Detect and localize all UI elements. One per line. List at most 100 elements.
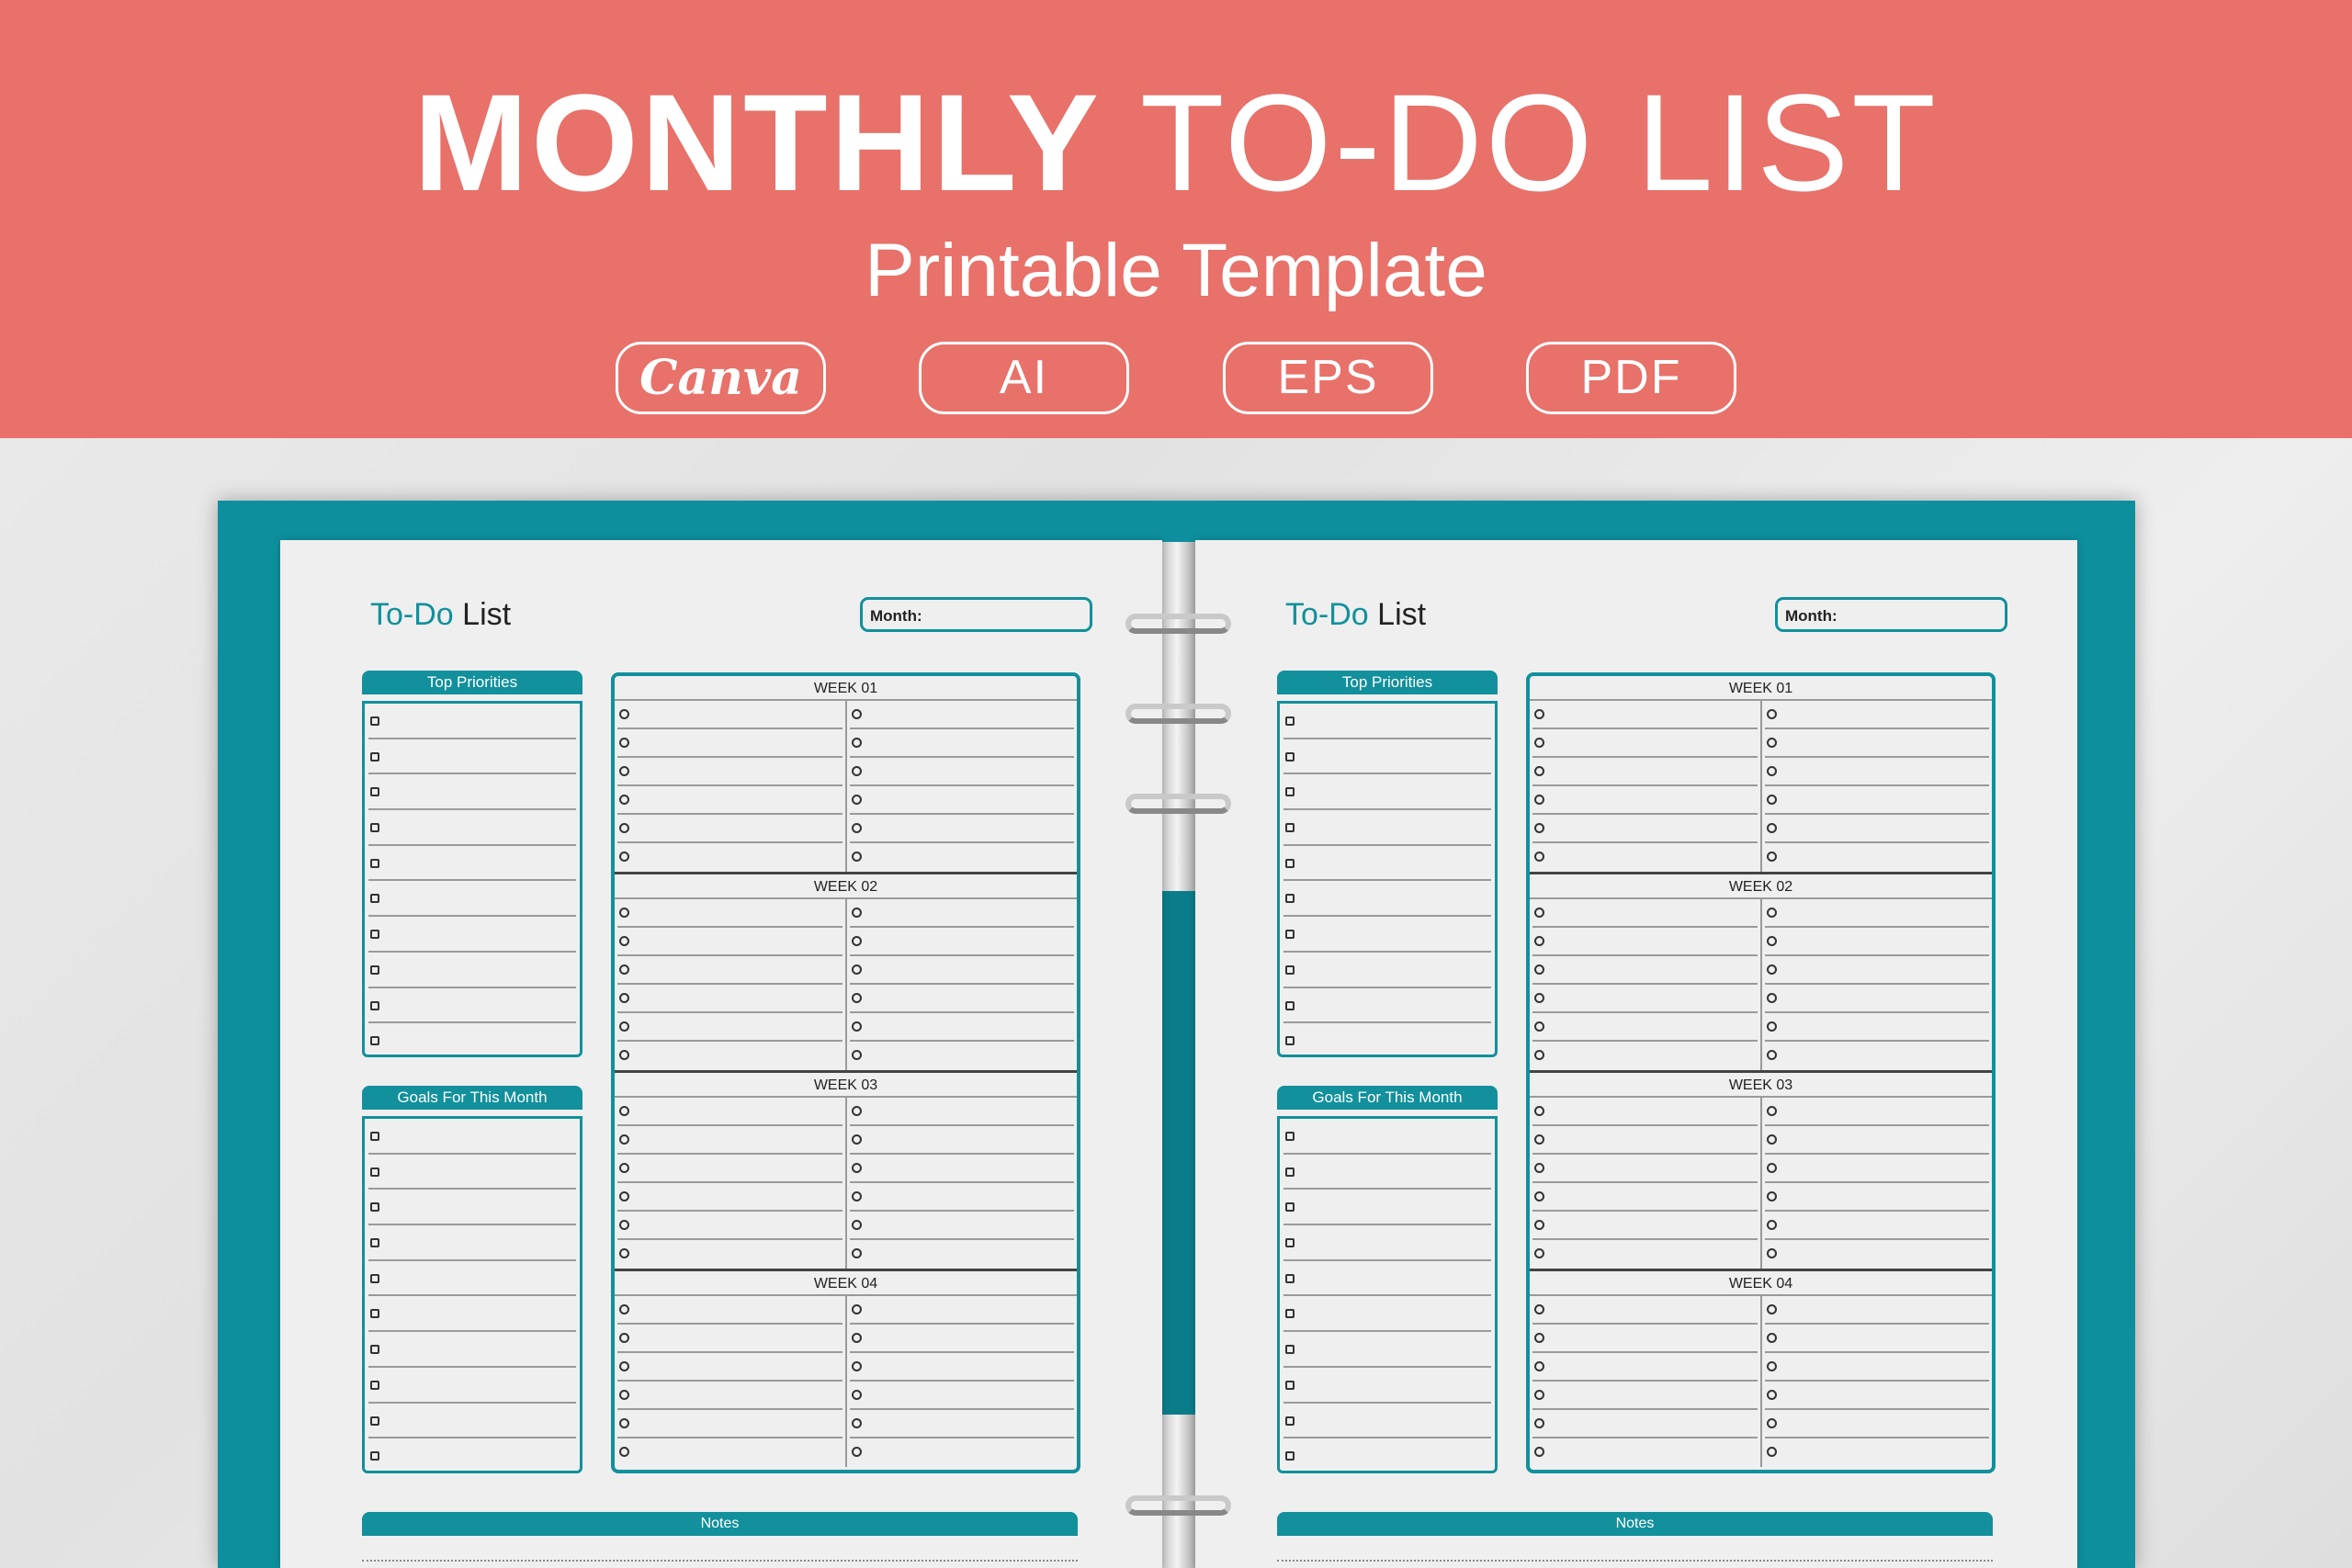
task-line[interactable] (1532, 1126, 1758, 1155)
checkbox-line[interactable] (1283, 1155, 1491, 1190)
checkbox-line[interactable] (368, 774, 576, 811)
circle-bullet-icon[interactable] (851, 993, 862, 1003)
checkbox-line[interactable] (1283, 988, 1491, 1024)
task-line[interactable] (850, 1042, 1075, 1070)
circle-bullet-icon[interactable] (619, 738, 629, 748)
checkbox-icon[interactable] (1285, 964, 1295, 975)
circle-bullet-icon[interactable] (1534, 1134, 1544, 1145)
circle-bullet-icon[interactable] (1534, 993, 1544, 1003)
checkbox-icon[interactable] (370, 1036, 379, 1046)
checkbox-line[interactable] (368, 1438, 576, 1474)
task-line[interactable] (617, 1296, 842, 1325)
checkbox-icon[interactable] (370, 894, 379, 904)
task-line[interactable] (617, 758, 842, 786)
checkbox-icon[interactable] (1285, 1345, 1295, 1355)
task-line[interactable] (1765, 843, 1990, 872)
circle-bullet-icon[interactable] (1534, 1333, 1544, 1343)
task-line[interactable] (1532, 701, 1758, 729)
task-line[interactable] (1532, 1013, 1758, 1042)
task-line[interactable] (617, 786, 842, 815)
task-line[interactable] (617, 1098, 842, 1126)
checkbox-icon[interactable] (1285, 1238, 1295, 1248)
checkbox-line[interactable] (368, 1023, 576, 1059)
checkbox-line[interactable] (368, 1332, 576, 1368)
circle-bullet-icon[interactable] (851, 1134, 862, 1145)
checkbox-line[interactable] (368, 1119, 576, 1155)
checkbox-icon[interactable] (1285, 894, 1295, 904)
circle-bullet-icon[interactable] (619, 993, 629, 1003)
circle-bullet-icon[interactable] (1766, 1361, 1777, 1371)
circle-bullet-icon[interactable] (619, 795, 629, 805)
task-line[interactable] (617, 729, 842, 758)
task-line[interactable] (1532, 899, 1758, 928)
task-line[interactable] (849, 1098, 1074, 1126)
checkbox-line[interactable] (1283, 1261, 1491, 1297)
checkbox-line[interactable] (1283, 774, 1491, 811)
checkbox-line[interactable] (368, 988, 576, 1024)
checkbox-line[interactable] (368, 846, 576, 882)
circle-bullet-icon[interactable] (851, 823, 862, 833)
checkbox-icon[interactable] (370, 787, 379, 797)
task-line[interactable] (1532, 928, 1758, 956)
circle-bullet-icon[interactable] (851, 709, 862, 719)
checkbox-icon[interactable] (1285, 930, 1295, 940)
circle-bullet-icon[interactable] (1766, 1021, 1777, 1032)
task-line[interactable] (849, 1353, 1074, 1382)
task-line[interactable] (617, 1353, 842, 1382)
task-line[interactable] (1764, 1410, 1989, 1438)
task-line[interactable] (849, 1126, 1074, 1155)
task-line[interactable] (617, 701, 842, 729)
circle-bullet-icon[interactable] (851, 795, 862, 805)
circle-bullet-icon[interactable] (1766, 709, 1777, 719)
task-line[interactable] (617, 1240, 842, 1269)
task-line[interactable] (849, 786, 1074, 815)
checkbox-icon[interactable] (370, 751, 379, 761)
circle-bullet-icon[interactable] (1766, 795, 1777, 805)
checkbox-icon[interactable] (1285, 858, 1295, 868)
task-line[interactable] (617, 1212, 842, 1240)
checkbox-line[interactable] (368, 1368, 576, 1404)
checkbox-icon[interactable] (370, 1451, 379, 1461)
circle-bullet-icon[interactable] (619, 852, 629, 862)
task-line[interactable] (849, 758, 1074, 786)
circle-bullet-icon[interactable] (1766, 1163, 1777, 1173)
checkbox-icon[interactable] (370, 1380, 379, 1390)
task-line[interactable] (1765, 1042, 1990, 1070)
checkbox-icon[interactable] (1285, 1416, 1295, 1426)
checkbox-line[interactable] (1283, 739, 1491, 775)
circle-bullet-icon[interactable] (619, 1163, 629, 1173)
circle-bullet-icon[interactable] (619, 908, 629, 918)
circle-bullet-icon[interactable] (1766, 1333, 1777, 1343)
task-line[interactable] (1764, 1126, 1989, 1155)
task-line[interactable] (1532, 1098, 1758, 1126)
circle-bullet-icon[interactable] (619, 1390, 629, 1400)
checkbox-line[interactable] (368, 917, 576, 953)
checkbox-icon[interactable] (1285, 1380, 1295, 1390)
task-line[interactable] (849, 1296, 1074, 1325)
task-line[interactable] (1764, 1353, 1989, 1382)
task-line[interactable] (1532, 985, 1758, 1013)
circle-bullet-icon[interactable] (619, 766, 629, 776)
checkbox-icon[interactable] (370, 1167, 379, 1177)
task-line[interactable] (1765, 1438, 1990, 1467)
circle-bullet-icon[interactable] (619, 1361, 629, 1371)
task-line[interactable] (849, 1325, 1074, 1353)
circle-bullet-icon[interactable] (619, 1191, 629, 1201)
checkbox-line[interactable] (368, 1155, 576, 1190)
checkbox-line[interactable] (1283, 1119, 1491, 1155)
circle-bullet-icon[interactable] (851, 1220, 862, 1230)
circle-bullet-icon[interactable] (1766, 964, 1777, 975)
task-line[interactable] (850, 1240, 1075, 1269)
checkbox-icon[interactable] (1285, 1273, 1295, 1283)
circle-bullet-icon[interactable] (1534, 908, 1544, 918)
circle-bullet-icon[interactable] (1534, 1191, 1544, 1201)
checkbox-line[interactable] (368, 953, 576, 988)
circle-bullet-icon[interactable] (619, 1021, 629, 1032)
circle-bullet-icon[interactable] (1534, 1050, 1544, 1060)
checkbox-line[interactable] (1283, 1190, 1491, 1226)
circle-bullet-icon[interactable] (851, 936, 862, 946)
circle-bullet-icon[interactable] (851, 766, 862, 776)
checkbox-icon[interactable] (1285, 1309, 1295, 1319)
task-line[interactable] (617, 1438, 842, 1467)
task-line[interactable] (850, 843, 1075, 872)
